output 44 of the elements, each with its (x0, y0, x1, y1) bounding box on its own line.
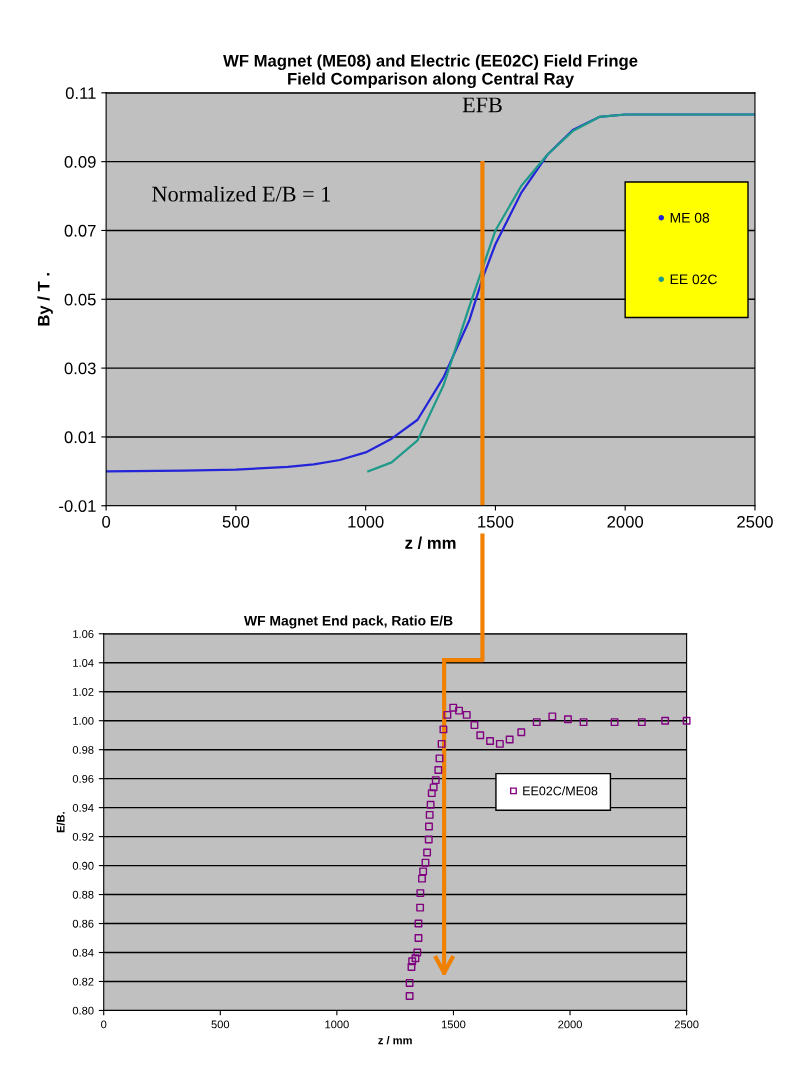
x-tick-label: 2000 (558, 1020, 582, 1029)
legend-label: EE 02C (670, 274, 717, 285)
legend-label: ME 08 (670, 212, 710, 223)
y-tick-label: 0.80 (72, 1006, 94, 1015)
y-tick-label: 0.98 (72, 745, 94, 754)
y-tick-label: 1.00 (73, 716, 94, 725)
y-tick-label: 0.90 (72, 861, 94, 870)
y-tick-label: 0.07 (64, 224, 96, 237)
x-tick-label: 0 (101, 1020, 107, 1029)
y-tick-label: 0.82 (72, 977, 94, 986)
y-tick-label: 0.94 (72, 803, 94, 812)
y-tick-label: 1.04 (73, 659, 94, 667)
x-tick-label: 2000 (607, 515, 644, 528)
y-tick-label: -0.01 (59, 500, 96, 512)
x-tick-label: 1000 (325, 1020, 349, 1029)
y-tick-label: 0.96 (72, 774, 94, 783)
chart-title: WF Magnet End pack, Ratio E/B (243, 615, 453, 629)
y-tick-label: 0.05 (64, 293, 96, 306)
x-axis-title: z / mm (378, 1036, 412, 1045)
y-tick-label: 1.02 (73, 688, 94, 696)
y-tick-label: 1.06 (73, 630, 94, 638)
y-tick-label: 0.84 (72, 948, 94, 957)
x-tick-label: 0 (102, 515, 111, 528)
x-axis-title: z / mm (405, 536, 456, 549)
y-tick-label: 0.86 (72, 919, 94, 928)
x-tick-label: 1500 (441, 1020, 466, 1029)
x-tick-label: 1000 (348, 515, 384, 528)
y-tick-label: 0.92 (72, 832, 94, 841)
y-tick-label: 0.11 (65, 87, 96, 100)
y-axis-title: By / T . (37, 273, 53, 326)
y-tick-label: 0.09 (64, 156, 96, 168)
y-tick-label: 0.03 (64, 362, 96, 375)
legend-label: EE02C/ME08 (523, 786, 598, 796)
y-tick-label: 0.88 (72, 890, 94, 899)
x-tick-label: 500 (222, 515, 250, 528)
y-tick-label: 0.01 (64, 431, 96, 444)
annotation: Normalized E/B = 1 (152, 185, 330, 202)
y-axis-title: E/B. (56, 812, 65, 833)
x-tick-label: 500 (211, 1020, 230, 1029)
x-tick-label: 1500 (478, 515, 514, 528)
chart-title: WF Magnet (ME08) and Electric (EE02C) Field Fringe Field Comparison along Central Ray (223, 54, 638, 89)
x-tick-label: 2500 (674, 1020, 699, 1029)
ref-line-label: EFB (462, 97, 502, 113)
x-tick-label: 2500 (737, 515, 773, 528)
